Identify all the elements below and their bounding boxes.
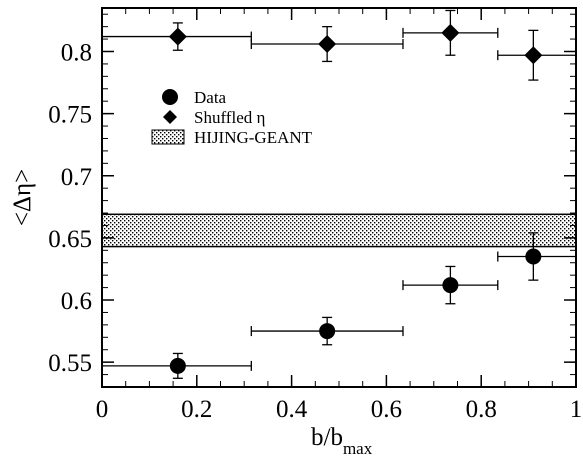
legend-shuffled-label: Shuffled η bbox=[194, 108, 265, 127]
y-tick-label: 0.6 bbox=[61, 288, 92, 315]
legend-shuffled-marker bbox=[163, 110, 177, 124]
band-layer bbox=[101, 213, 577, 248]
shuffled-point bbox=[441, 23, 460, 42]
x-axis-label-main: b/b bbox=[311, 424, 343, 451]
y-tick-label: 0.65 bbox=[48, 226, 92, 253]
y-tick-label: 0.75 bbox=[48, 102, 92, 129]
data-point bbox=[442, 277, 459, 294]
y-axis-label: <Δη> bbox=[9, 169, 36, 226]
data-point bbox=[525, 248, 542, 265]
x-tick-label: 1 bbox=[570, 396, 583, 423]
x-axis-label: b/bmax bbox=[311, 424, 373, 456]
y-tick-label: 0.7 bbox=[61, 164, 92, 191]
legend-band-label: HIJING-GEANT bbox=[194, 128, 313, 147]
x-tick-label: 0.6 bbox=[371, 396, 402, 423]
plot-frame bbox=[101, 7, 577, 388]
x-tick-label: 0 bbox=[96, 396, 109, 423]
data-point bbox=[169, 357, 186, 374]
hijing-geant-band bbox=[101, 213, 577, 248]
y-tick-label: 0.55 bbox=[48, 350, 92, 377]
shuffled-point bbox=[168, 27, 187, 46]
marker-layer bbox=[168, 23, 543, 374]
x-tick-label: 0.8 bbox=[466, 396, 497, 423]
legend-data-label: Data bbox=[194, 88, 227, 107]
shuffled-point bbox=[524, 46, 543, 65]
data-point bbox=[319, 323, 336, 340]
x-tick-label: 0.4 bbox=[276, 396, 308, 423]
axis-layer: 0 0.2 0.4 0.6 0.8 1 0.55 0.6 0.65 0.7 0.75 0.8 b/bma… bbox=[9, 7, 583, 456]
x-axis-label-subscript: max bbox=[343, 439, 373, 456]
x-tick-label: 0.2 bbox=[181, 396, 212, 423]
errorbar-layer bbox=[101, 9, 577, 379]
shuffled-point bbox=[318, 35, 337, 54]
y-tick-label: 0.8 bbox=[61, 39, 92, 66]
legend-data-marker bbox=[162, 89, 178, 105]
legend-band-swatch bbox=[151, 129, 185, 145]
